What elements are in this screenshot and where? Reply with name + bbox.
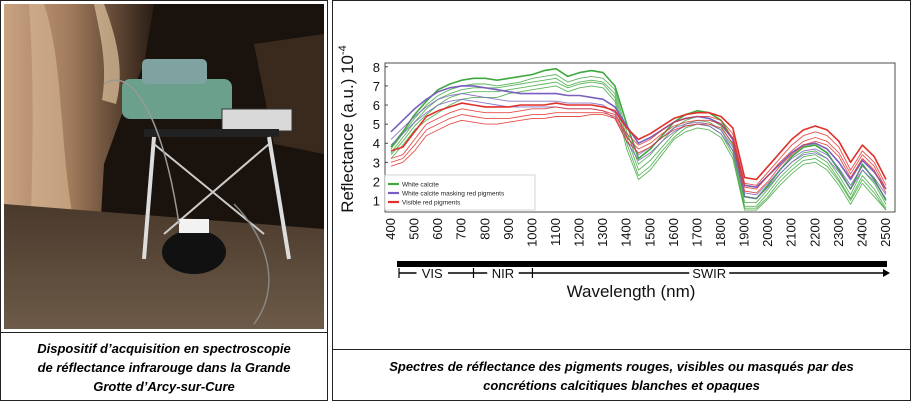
photo-illustration [4, 4, 324, 329]
spectrum-line [390, 81, 887, 211]
spectra-lines [390, 67, 887, 211]
y-tick-label: 2 [373, 174, 380, 189]
x-tick-label: 2500 [878, 218, 893, 247]
x-tick-label: 700 [454, 218, 469, 240]
y-tick-label: 1 [373, 194, 380, 209]
spectrum-line [390, 85, 887, 190]
cave-floor [4, 204, 324, 329]
y-tick-label: 7 [373, 79, 380, 94]
cable [103, 79, 180, 225]
x-tick-label: 1000 [524, 218, 539, 247]
spectral-band-bar-top [397, 261, 887, 267]
legend-entry: White calcite [402, 181, 439, 188]
x-tick-label: 600 [430, 218, 445, 240]
y-tick-label: 6 [373, 98, 380, 113]
x-tick-label: 1300 [595, 218, 610, 247]
x-tick-label: 2400 [854, 218, 869, 247]
x-axis-label: Wavelength (nm) [567, 282, 696, 301]
x-tick-labels: 400 500 600 700 800 900 1000 1100 1200 1300 1400 15… [383, 218, 893, 247]
band-label: SWIR [692, 266, 726, 281]
legend-entry: White calcite masking red pigments [402, 190, 505, 197]
spectrum-line [390, 114, 887, 194]
x-tick-label: 1900 [737, 218, 752, 247]
spectrum-line [390, 67, 887, 201]
y-tick-label: 8 [373, 60, 380, 75]
x-tick-label: 1600 [666, 218, 681, 247]
table-leg-2 [267, 136, 291, 260]
x-tick-label: 500 [407, 218, 422, 240]
power-strip [179, 219, 209, 233]
photo-caption-line-1: Dispositif d’acquisition en spectroscopi… [37, 340, 291, 356]
x-tick-label: 1200 [572, 218, 587, 247]
band-label: NIR [492, 266, 514, 281]
spectrum-line [390, 112, 887, 190]
x-tick-label: 2000 [760, 218, 775, 247]
x-tick-label: 2100 [784, 218, 799, 247]
spectrum-line [390, 93, 887, 196]
photo-caption: Dispositif d’acquisition en spectroscopi… [1, 332, 327, 401]
backpack-device [122, 79, 232, 119]
y-axis-label: Reflectance (a.u.) 10-4 [337, 45, 357, 213]
photo-panel: Dispositif d’acquisition en spectroscopi… [0, 0, 328, 401]
y-tick-labels: 1 2 3 4 5 6 7 8 [373, 60, 388, 209]
band-label: VIS [422, 266, 443, 281]
band-label-bg [487, 267, 519, 280]
chart-caption-line-1: Spectres de réflectance des pigments rou… [389, 358, 854, 374]
x-tick-label: 1500 [642, 218, 657, 247]
x-tick-label: 1800 [713, 218, 728, 247]
legend-entry: Visible red pigments [402, 199, 461, 206]
y-tick-label: 4 [373, 136, 380, 151]
plot-frame [384, 62, 896, 213]
reflectance-chart: Reflectance (a.u.) 10-4 1 2 3 4 5 6 7 8 400 500 6… [337, 45, 896, 301]
y-tick-label: 3 [373, 155, 380, 170]
band-label-bg [689, 267, 730, 280]
spectrum-line [390, 106, 887, 186]
y-tick-label: 5 [373, 117, 380, 132]
x-tick-label: 900 [501, 218, 516, 240]
chart-caption: Spectres de réflectance des pigments rou… [333, 349, 910, 401]
cave-acquisition-photo [4, 4, 324, 329]
cable-reel [162, 230, 226, 274]
x-tick-label: 400 [383, 218, 398, 240]
chart-area: Reflectance (a.u.) 10-4 1 2 3 4 5 6 7 8 400 500 6… [333, 1, 910, 349]
x-tick-label: 800 [477, 218, 492, 240]
spectrum-line [390, 74, 887, 205]
band-label-bg [416, 267, 448, 280]
table-top [144, 129, 279, 137]
stalactite-small [94, 4, 120, 104]
table-leg-1 [142, 136, 156, 260]
chart-caption-line-2: concrétions calcitiques blanches et opaq… [483, 377, 760, 393]
legend: White calcite White calcite masking red p… [384, 174, 536, 211]
laptop [221, 108, 293, 132]
cable-2 [233, 203, 270, 325]
legend-box [384, 174, 536, 211]
x-tick-label: 2200 [807, 218, 822, 247]
photo-caption-line-2: de réflectance infrarouge dans la Grande [37, 359, 291, 375]
x-tick-label: 1400 [619, 218, 634, 247]
table-cross-1 [153, 143, 265, 235]
chart-panel: Reflectance (a.u.) 10-4 1 2 3 4 5 6 7 8 400 500 6… [332, 0, 911, 401]
spectrum-line [390, 102, 887, 181]
spectral-band-arrow [883, 269, 890, 277]
x-tick-label: 1100 [548, 218, 563, 246]
spectral-band-bar: VIS NIR SWIR [397, 261, 890, 281]
spectrum-line [390, 98, 887, 200]
photo-caption-line-3: Grotte d’Arcy-sur-Cure [93, 378, 235, 394]
spectrometer-case [142, 59, 207, 84]
x-tick-label: 1700 [689, 218, 704, 247]
x-tick-label: 2300 [831, 218, 846, 247]
spectrum-line [390, 77, 887, 209]
spectrum-line [390, 85, 887, 211]
